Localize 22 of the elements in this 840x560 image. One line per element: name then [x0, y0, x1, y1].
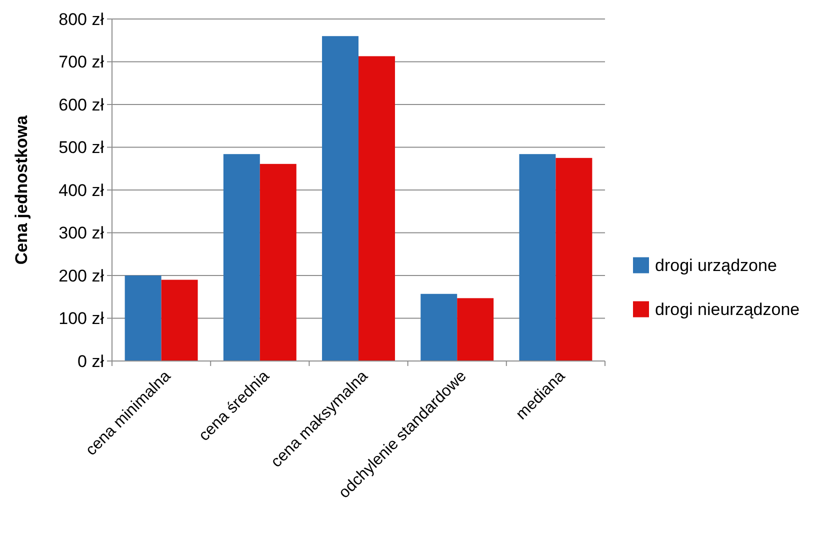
y-tick-label: 0 zł	[78, 352, 104, 371]
legend-label: drogi nieurządzone	[655, 300, 800, 320]
bar	[124, 276, 162, 361]
y-tick-label: 600 zł	[58, 95, 104, 114]
bar	[358, 56, 395, 361]
y-tick-label: 400 zł	[58, 180, 104, 200]
bar	[519, 154, 556, 361]
legend-label: drogi urządzone	[655, 256, 777, 276]
bar	[260, 164, 296, 361]
bar	[322, 36, 358, 361]
y-tick-label: 700 zł	[58, 52, 104, 72]
y-tick-label: 100 zł	[58, 309, 104, 328]
y-tick-label: 500 zł	[58, 138, 104, 158]
bar	[420, 294, 458, 361]
bar	[556, 158, 592, 361]
y-axis-title: Cena jednostkowa	[12, 114, 31, 265]
y-tick-label: 800 zł	[58, 10, 104, 29]
bar	[457, 298, 494, 361]
y-tick-label: 300 zł	[58, 224, 104, 243]
bar	[161, 280, 198, 361]
bar	[223, 154, 260, 361]
y-tick-label: 200 zł	[58, 266, 104, 286]
